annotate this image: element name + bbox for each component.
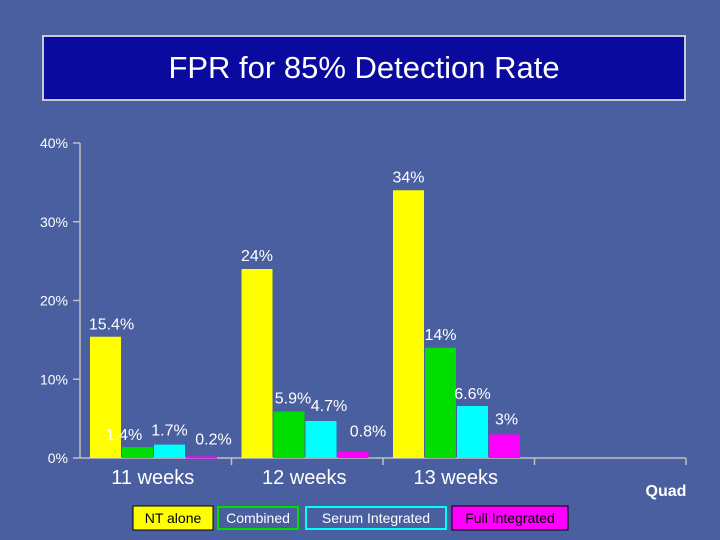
bar-serum-integrated [457, 406, 488, 458]
bar-nt-alone [90, 336, 121, 458]
bar-value-label: 4.7% [311, 398, 347, 415]
bar-full-integrated [489, 434, 520, 458]
bar-value-label: 5.9% [275, 391, 311, 408]
bar-serum-integrated [305, 420, 337, 458]
bar-nt-alone [241, 269, 273, 458]
bar-full-integrated [186, 456, 217, 459]
legend-swatch [132, 505, 214, 531]
y-tick-label: 10% [40, 371, 68, 387]
bar-serum-integrated [154, 444, 185, 458]
y-tick-label: 20% [40, 293, 68, 309]
bar-nt-alone [393, 190, 424, 458]
bar-value-label: 0.8% [350, 424, 386, 441]
x-category-label: 13 weeks [414, 467, 499, 489]
bar-value-label: 24% [241, 248, 273, 265]
x-extra-label: Quad [646, 483, 687, 500]
bar-value-label: 0.2% [195, 431, 231, 448]
bar-combined [273, 411, 305, 458]
bar-value-label: 6.6% [454, 386, 490, 403]
bar-value-label: 15.4% [89, 317, 134, 334]
y-tick-label: 30% [40, 214, 68, 230]
legend-label: NT alone [145, 510, 202, 526]
chart-title: FPR for 85% Detection Rate [168, 50, 560, 85]
y-tick-label: 0% [48, 450, 68, 466]
bar-value-label: 14% [424, 327, 456, 344]
bar-value-label: 1.4% [106, 427, 142, 444]
legend-swatch [305, 506, 447, 530]
bar-combined [425, 347, 456, 458]
bar-combined [122, 446, 153, 458]
y-tick-label: 40% [40, 135, 68, 151]
legend-label: Combined [226, 510, 290, 526]
legend-swatch [217, 506, 299, 530]
bar-value-label: 34% [392, 169, 424, 186]
legend-label: Full Integrated [465, 510, 555, 526]
x-category-label: 11 weeks [111, 467, 194, 489]
bar-full-integrated [337, 451, 369, 458]
bar-value-label: 1.7% [151, 423, 187, 440]
x-category-label: 12 weeks [262, 467, 347, 489]
legend-swatch [451, 505, 569, 531]
chart-title-box: FPR for 85% Detection Rate [42, 35, 686, 101]
legend-label: Serum Integrated [322, 510, 430, 526]
bar-value-label: 3% [495, 411, 518, 428]
